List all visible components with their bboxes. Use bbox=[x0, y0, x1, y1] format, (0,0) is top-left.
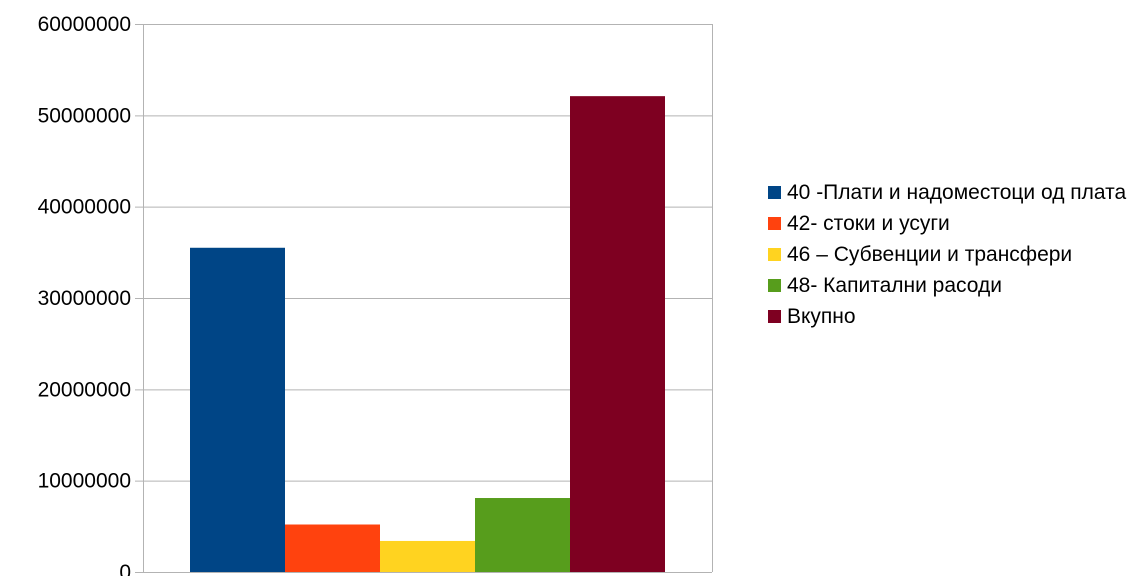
bar-1 bbox=[190, 247, 285, 572]
legend: 40 -Плати и надоместоци од плата 42- сток… bbox=[768, 178, 1138, 333]
y-tick-label: 0 bbox=[119, 561, 131, 576]
bar-2 bbox=[285, 524, 380, 572]
legend-item: 48- Капитални расоди bbox=[768, 271, 1138, 300]
legend-label: 42- стоки и усуги bbox=[787, 212, 950, 235]
y-tick-label: 50000000 bbox=[38, 104, 131, 127]
y-tick-label: 20000000 bbox=[38, 378, 131, 401]
legend-label: 48- Капитални расоди bbox=[787, 274, 1002, 297]
y-tick-label: 60000000 bbox=[38, 13, 131, 36]
legend-label: 46 – Субвенции и трансфери bbox=[787, 243, 1073, 266]
y-tick-label: 10000000 bbox=[38, 470, 131, 493]
legend-item: Вкупно bbox=[768, 302, 1138, 331]
legend-label: 40 -Плати и надоместоци од плата bbox=[787, 181, 1127, 204]
legend-label: Вкупно bbox=[787, 305, 856, 328]
plot-area: 0 10000000 20000000 30000000 40000000 5000000… bbox=[38, 13, 713, 581]
legend-swatch bbox=[768, 279, 781, 292]
legend-item: 46 – Субвенции и трансфери bbox=[768, 240, 1138, 269]
legend-swatch bbox=[768, 217, 781, 230]
bar-3 bbox=[380, 540, 475, 572]
y-tick-label: 40000000 bbox=[38, 196, 131, 219]
legend-swatch bbox=[768, 248, 781, 261]
legend-item: 42- стоки и усуги bbox=[768, 209, 1138, 238]
bar-4 bbox=[475, 498, 570, 572]
y-tick-label: 30000000 bbox=[38, 287, 131, 310]
bar-5 bbox=[570, 96, 665, 573]
legend-swatch bbox=[768, 186, 781, 199]
legend-item: 40 -Плати и надоместоци од плата bbox=[768, 178, 1138, 207]
legend-swatch bbox=[768, 310, 781, 323]
